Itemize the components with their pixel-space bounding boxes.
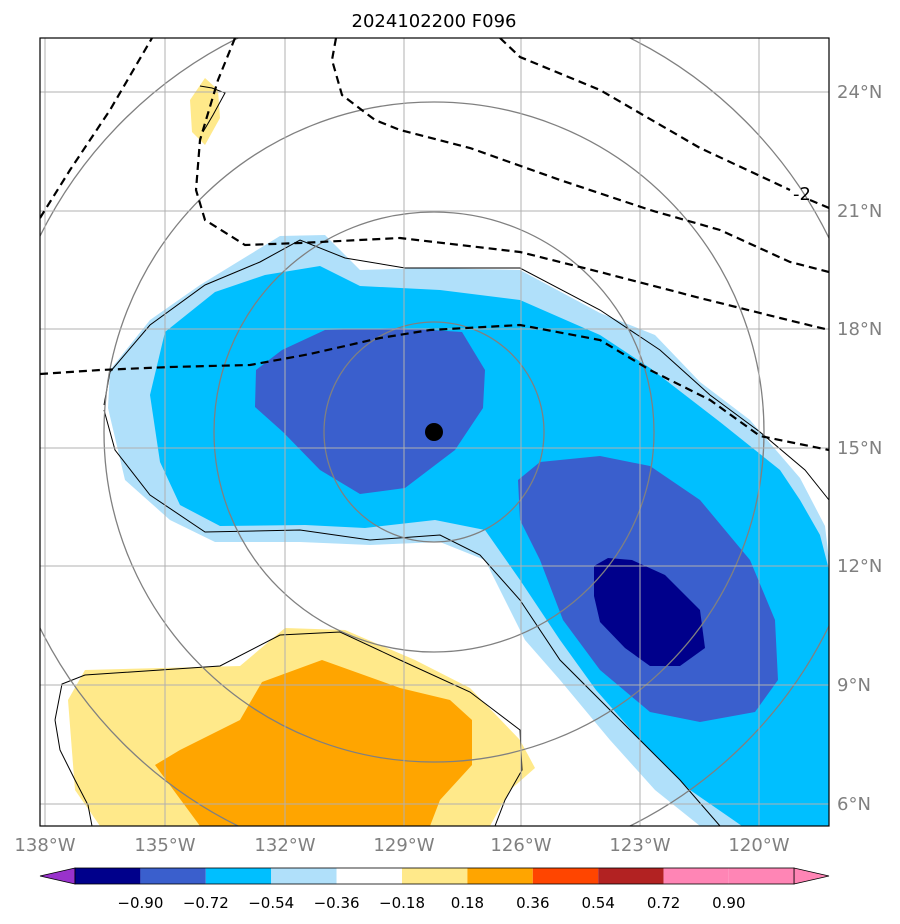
colorbar-segment	[336, 868, 402, 884]
contour-label: -2	[793, 184, 811, 205]
lat-label: 24°N	[837, 82, 882, 103]
lon-label: 135°W	[134, 835, 195, 856]
orange-region	[155, 660, 472, 826]
lat-label: 12°N	[837, 556, 882, 577]
dark-blue-region	[594, 558, 705, 666]
colorbar-tick-label: −0.72	[183, 894, 229, 912]
lat-label: 9°N	[837, 675, 871, 696]
longitude-labels: 138°W 135°W 132°W 129°W 126°W 123°W 120°…	[14, 835, 789, 856]
lat-label: 15°N	[837, 438, 882, 459]
storm-center-marker	[425, 423, 443, 441]
colorbar-tick-label: 0.90	[712, 894, 745, 912]
map-area: -2	[40, 38, 829, 826]
latitude-labels: 24°N 21°N 18°N 15°N 12°N 9°N 6°N	[837, 82, 882, 815]
lat-label: 18°N	[837, 319, 882, 340]
lat-label: 21°N	[837, 201, 882, 222]
graticule	[40, 38, 829, 826]
colorbar-segment	[75, 868, 141, 884]
colorbar-tick-label: −0.54	[248, 894, 294, 912]
colorbar-segment	[598, 868, 664, 884]
colorbar-extend-high	[793, 867, 830, 885]
lon-label: 123°W	[609, 835, 670, 856]
colorbar-segment	[663, 868, 729, 884]
colorbar-segment	[467, 868, 533, 884]
colorbar-segment	[140, 868, 206, 884]
thin-contours	[54, 85, 829, 826]
colorbar-tick-label: −0.90	[117, 894, 163, 912]
colorbar-extend-low	[39, 867, 76, 885]
map-frame	[39, 37, 830, 827]
lon-label: 138°W	[14, 835, 75, 856]
range-circles	[40, 38, 829, 826]
colorbar-tick-label: 0.54	[581, 894, 614, 912]
colorbar-segment	[728, 868, 794, 884]
dashed-contours	[40, 38, 829, 452]
colorbar: −0.90 −0.72 −0.54 −0.36 −0.18 0.18 0.36 …	[39, 867, 830, 912]
colorbar-tick-label: 0.18	[451, 894, 484, 912]
medium-blue-region	[255, 328, 485, 494]
colorbar-segment	[271, 868, 337, 884]
lon-label: 132°W	[254, 835, 315, 856]
colorbar-segment	[532, 868, 599, 884]
lat-label: 6°N	[837, 794, 871, 815]
colorbar-tick-label: −0.36	[314, 894, 360, 912]
lon-label: 126°W	[490, 835, 551, 856]
light-yellow-island	[190, 78, 220, 145]
colorbar-tick-label: 0.36	[516, 894, 549, 912]
colorbar-segment	[205, 868, 272, 884]
colorbar-tick-label: 0.72	[647, 894, 680, 912]
map-title: 2024102200 F096	[352, 11, 517, 32]
colorbar-segment	[402, 868, 468, 884]
lon-label: 129°W	[373, 835, 434, 856]
colorbar-tick-label: −0.18	[379, 894, 425, 912]
lon-label: 120°W	[728, 835, 789, 856]
